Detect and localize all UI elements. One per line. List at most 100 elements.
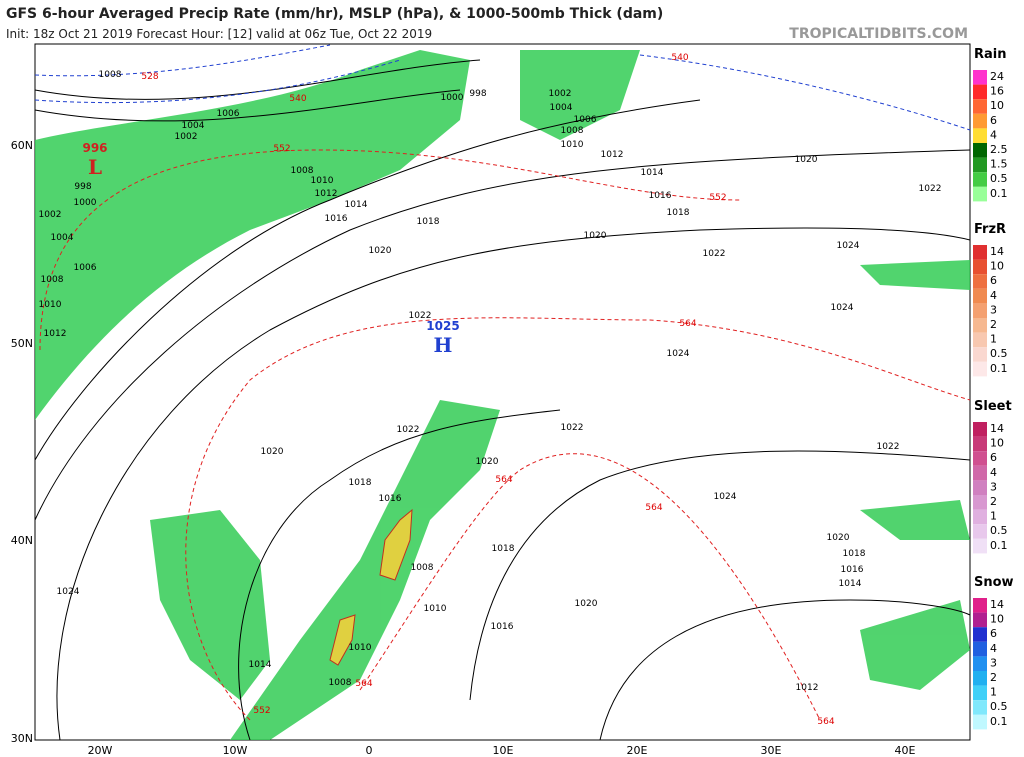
isobar-label: 1012 [44, 329, 67, 339]
legend-label: 16 [990, 85, 1004, 98]
isobar-label: 1020 [795, 155, 818, 165]
map [34, 43, 971, 741]
title: GFS 6-hour Averaged Precip Rate (mm/hr),… [6, 6, 663, 22]
legend-label: 0.1 [990, 362, 1008, 375]
isobar-label: 1008 [291, 166, 314, 176]
legend-label: 14 [990, 422, 1004, 435]
isobar-label: 1010 [39, 300, 62, 310]
legend-swatch [973, 422, 987, 437]
legend-swatch [973, 143, 987, 158]
legend-swatch [973, 714, 987, 730]
legend-label: 10 [990, 437, 1004, 450]
center-value: 996 [82, 141, 107, 155]
legend-label: 0.5 [990, 172, 1008, 185]
legend-label: 14 [990, 598, 1004, 611]
isobar-label: 1008 [329, 678, 352, 688]
legend-label: 0.1 [990, 187, 1008, 200]
legend-swatch [973, 274, 987, 289]
isobar-label: 998 [74, 182, 91, 192]
thickness-label: 564 [679, 319, 696, 329]
legend-swatch [973, 598, 987, 613]
legend: Rain241610642.51.50.50.1FrzR1410643210.5… [973, 47, 1014, 730]
isobar-label: 1010 [424, 604, 447, 614]
isobars [34, 59, 971, 741]
lon-label: 10W [223, 744, 248, 757]
legend-label: 10 [990, 99, 1004, 112]
isobar-label: 1010 [561, 140, 584, 150]
isobar-label: 1024 [831, 303, 854, 313]
thickness-label: 552 [709, 193, 726, 203]
legend-label: 4 [990, 289, 997, 302]
legend-swatch [973, 245, 987, 260]
legend-label: 6 [990, 451, 997, 464]
thickness-label: 528 [141, 72, 158, 82]
thickness-label: 564 [645, 503, 662, 513]
isobar-label: 1024 [667, 349, 690, 359]
isobar-label: 1014 [345, 200, 368, 210]
legend-swatch [973, 538, 987, 554]
isobar-label: 1016 [491, 622, 514, 632]
lon-label: 40E [895, 744, 916, 757]
legend-label: 4 [990, 466, 997, 479]
legend-swatch [973, 612, 987, 628]
isobar-label: 1016 [325, 214, 348, 224]
legend-swatch [973, 99, 987, 114]
legend-label: 2 [990, 671, 997, 684]
legend-swatch [973, 671, 987, 686]
legend-swatch [973, 495, 987, 510]
isobar-label: 1016 [841, 565, 864, 575]
isobar-label: 1018 [667, 208, 690, 218]
legend-swatch [973, 685, 987, 701]
isobar-label: 1022 [409, 311, 432, 321]
legend-label: 0.5 [990, 347, 1008, 360]
isobar-label: 1012 [796, 683, 819, 693]
legend-swatch [973, 524, 987, 539]
legend-label: 1.5 [990, 158, 1008, 171]
isobar-label: 1002 [39, 210, 62, 220]
thickness-label: 564 [817, 717, 834, 727]
legend-label: 24 [990, 70, 1004, 83]
isobar-label: 1022 [561, 423, 584, 433]
legend-label: 1 [990, 686, 997, 699]
isobar-label: 1008 [411, 563, 434, 573]
isobar-label: 1016 [649, 191, 672, 201]
isobar-label: 1020 [575, 599, 598, 609]
legend-swatch [973, 172, 987, 187]
lat-label: 50N [11, 337, 33, 350]
heavy-precip [329, 508, 413, 666]
legend-swatch [973, 465, 987, 481]
thickness-label: 540 [671, 53, 688, 63]
legend-title: Snow [974, 575, 1014, 590]
legend-label: 2.5 [990, 143, 1008, 156]
isobar-label: 1020 [827, 533, 850, 543]
thickness-lines [39, 149, 971, 721]
legend-swatch [973, 700, 987, 715]
isobar-label: 1016 [379, 494, 402, 504]
thickness-label: 564 [495, 475, 512, 485]
center-value: 1025 [426, 319, 459, 333]
lon-label: 20W [88, 744, 113, 757]
legend-swatch [973, 509, 987, 525]
legend-swatch [973, 70, 987, 85]
legend-label: 6 [990, 274, 997, 287]
source: TROPICALTIDBITS.COM [789, 26, 968, 42]
legend-swatch [973, 641, 987, 657]
legend-swatch [973, 480, 987, 495]
legend-label: 2 [990, 495, 997, 508]
isobar-label: 1018 [349, 478, 372, 488]
legend-label: 3 [990, 303, 997, 316]
legend-label: 4 [990, 642, 997, 655]
isobar-label: 1010 [311, 176, 334, 186]
lon-label: 20E [627, 744, 648, 757]
center-symbol: H [434, 333, 453, 357]
isobar-label: 1012 [315, 189, 338, 199]
isobar-label: 1000 [74, 198, 97, 208]
isobar-label: 1014 [249, 660, 272, 670]
lon-label: 30E [761, 744, 782, 757]
legend-label: 0.5 [990, 700, 1008, 713]
center-symbol: L [88, 155, 102, 179]
isobar-label: 1022 [397, 425, 420, 435]
lon-label: 0 [366, 744, 373, 757]
isobar-label: 1004 [182, 121, 205, 131]
isobar-label: 1024 [714, 492, 737, 502]
